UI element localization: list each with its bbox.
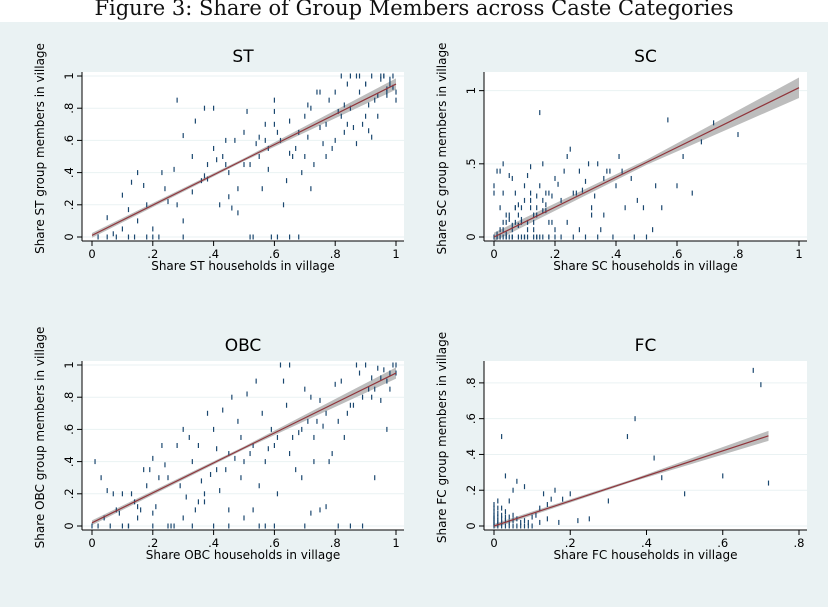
chart-panel-sc: 0 .2 .4 .6 .8 1 0 .5 1 SC Share SC households in v… — [435, 43, 807, 273]
x-tick-label: .4 — [208, 247, 219, 261]
fitted-line — [91, 372, 397, 524]
x-tick-label: 0 — [490, 247, 497, 261]
y-tick-label: .2 — [464, 485, 478, 496]
x-tick-label: 0 — [88, 247, 95, 261]
x-tick-label: 0 — [490, 536, 497, 550]
y-tick-label: 0 — [62, 233, 76, 240]
x-tick-label: .6 — [269, 247, 280, 261]
x-tick-label: .2 — [147, 247, 158, 261]
x-tick-label: .8 — [733, 247, 744, 261]
y-tick-label: .2 — [62, 199, 76, 210]
y-tick-label: 0 — [464, 233, 478, 240]
panel-title: ST — [232, 47, 254, 67]
x-tick-label: .4 — [641, 536, 652, 550]
x-tick-label: 0 — [88, 536, 95, 550]
y-axis-title: Share SC group members in village — [435, 43, 449, 255]
x-tick-label: .2 — [147, 536, 158, 550]
y-tick-label: .4 — [464, 449, 478, 460]
x-tick-label: .4 — [611, 247, 622, 261]
y-tick-label: .8 — [62, 103, 76, 114]
y-tick-label: 1 — [62, 72, 76, 79]
x-tick-label: .4 — [208, 536, 219, 550]
chart-panel-fc: 0 .2 .4 .6 .8 0 .2 .4 .6 .8 FC Share FC households … — [435, 332, 807, 562]
x-tick-label: 1 — [795, 247, 802, 261]
y-tick-label: .6 — [62, 424, 76, 435]
panel-title: OBC — [225, 336, 262, 356]
plot-area — [484, 361, 807, 530]
y-tick-label: .8 — [464, 377, 478, 388]
panel-title: FC — [635, 336, 657, 356]
chart-panel-obc: 0 .2 .4 .6 .8 1 0 .2 .4 .6 .8 1 OBC Share OBC househo… — [33, 327, 404, 562]
chart-panel-st: 0 .2 .4 .6 .8 1 0 .2 .4 .6 .8 1 ST Share ST household… — [33, 43, 404, 273]
x-tick-label: .8 — [330, 247, 341, 261]
panel-title: SC — [634, 47, 657, 67]
y-axis-title: Share FC group members in village — [435, 332, 449, 543]
y-tick-label: 0 — [464, 522, 478, 529]
fitted-line — [493, 87, 800, 238]
x-tick-label: 1 — [392, 536, 399, 550]
x-tick-label: .8 — [794, 536, 805, 550]
x-tick-label: .6 — [269, 536, 280, 550]
y-axis-title: Share ST group members in village — [33, 43, 47, 254]
y-tick-label: .2 — [62, 488, 76, 499]
x-tick-label: .6 — [672, 247, 683, 261]
x-axis-title: Share FC households in village — [554, 548, 738, 562]
x-tick-label: .6 — [717, 536, 728, 550]
x-axis-title: Share ST households in village — [151, 259, 335, 273]
y-tick-label: .4 — [62, 456, 76, 467]
fitted-line — [493, 435, 769, 527]
x-tick-label: .2 — [550, 247, 561, 261]
fitted-line — [91, 83, 397, 236]
y-tick-label: 1 — [62, 361, 76, 368]
x-axis-title: Share OBC households in village — [146, 548, 340, 562]
x-tick-label: 1 — [392, 247, 399, 261]
y-tick-label: .5 — [464, 158, 478, 169]
x-tick-label: .2 — [565, 536, 576, 550]
x-axis-title: Share SC households in village — [553, 259, 738, 273]
x-tick-label: .8 — [330, 536, 341, 550]
y-axis-title: Share OBC group members in village — [33, 327, 47, 549]
page-title: Figure 3: Share of Group Members across … — [0, 0, 828, 22]
confidence-band — [494, 77, 799, 242]
y-tick-label: .8 — [62, 392, 76, 403]
y-tick-label: .6 — [464, 413, 478, 424]
y-tick-label: 1 — [464, 87, 478, 94]
y-tick-label: 0 — [62, 522, 76, 529]
y-tick-label: .6 — [62, 135, 76, 146]
y-tick-label: .4 — [62, 167, 76, 178]
